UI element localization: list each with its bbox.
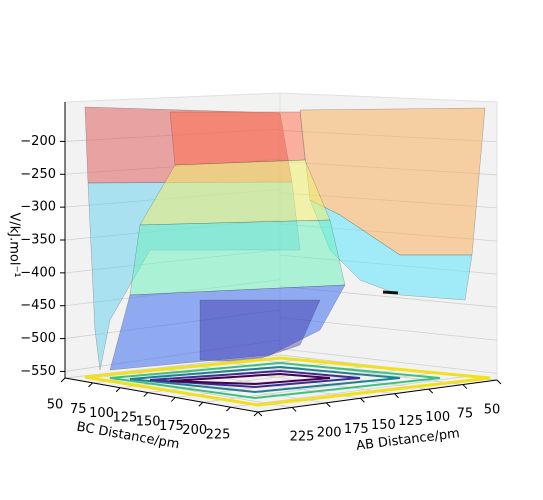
surface-patch xyxy=(199,299,321,363)
grid-line xyxy=(279,348,498,374)
z-tick-label: −350 xyxy=(20,233,56,248)
tick xyxy=(394,393,399,399)
tick xyxy=(60,377,66,383)
z-tick-label: −200 xyxy=(20,134,56,149)
contour xyxy=(109,361,441,400)
z-tick-label: −450 xyxy=(20,298,56,313)
y-tick-label: 100 xyxy=(89,406,114,421)
tick xyxy=(428,388,434,394)
surface-patch xyxy=(129,219,346,296)
x-tick-label: 150 xyxy=(371,418,396,433)
contour xyxy=(169,372,331,386)
tick xyxy=(496,379,502,385)
contour xyxy=(129,365,401,394)
x-tick-label: 50 xyxy=(484,403,501,418)
x-tick-label: 100 xyxy=(425,410,450,425)
x-tick-label: 75 xyxy=(457,406,474,421)
tick xyxy=(257,411,263,417)
z-tick-label: −500 xyxy=(20,331,56,346)
x-tick-label: 225 xyxy=(290,430,315,445)
tick xyxy=(325,402,331,408)
y-tick-label: 50 xyxy=(47,398,64,413)
tick xyxy=(198,401,204,407)
x-tick-label: 125 xyxy=(398,414,423,429)
tick xyxy=(253,411,259,417)
tick xyxy=(226,406,231,412)
surface xyxy=(84,106,486,371)
z-axis-label: V/kJ.mol⁻¹ xyxy=(7,212,22,277)
z-tick-label: −550 xyxy=(20,364,56,379)
tick xyxy=(170,397,176,402)
surface-patch xyxy=(309,199,473,301)
y-tick-label: 150 xyxy=(136,415,161,430)
y-tick-label: 225 xyxy=(206,428,231,443)
grid-line xyxy=(230,376,467,408)
surface-patch xyxy=(169,111,306,166)
tick xyxy=(115,387,121,393)
y-tick-label: 200 xyxy=(182,423,207,438)
x-tick-label: 175 xyxy=(344,422,369,437)
tick xyxy=(143,392,149,397)
contour xyxy=(84,356,491,407)
z-tick-label: −300 xyxy=(20,200,56,215)
tick xyxy=(88,382,93,388)
x-tick-label: 200 xyxy=(317,426,342,441)
contour xyxy=(149,369,361,389)
z-tick-label: −250 xyxy=(20,167,56,182)
surface-patch xyxy=(109,284,346,371)
y-tick-label: 175 xyxy=(159,419,184,434)
grid-line xyxy=(187,364,395,395)
tick xyxy=(360,397,365,403)
y-tick-label: 125 xyxy=(112,410,137,425)
tick xyxy=(291,407,297,412)
x-axis xyxy=(257,379,498,413)
marker xyxy=(382,290,399,295)
tick xyxy=(462,384,468,389)
contours xyxy=(84,356,491,407)
z-tick-label: −400 xyxy=(20,265,56,280)
y-axis xyxy=(64,377,259,413)
y-tick-label: 75 xyxy=(70,402,87,417)
